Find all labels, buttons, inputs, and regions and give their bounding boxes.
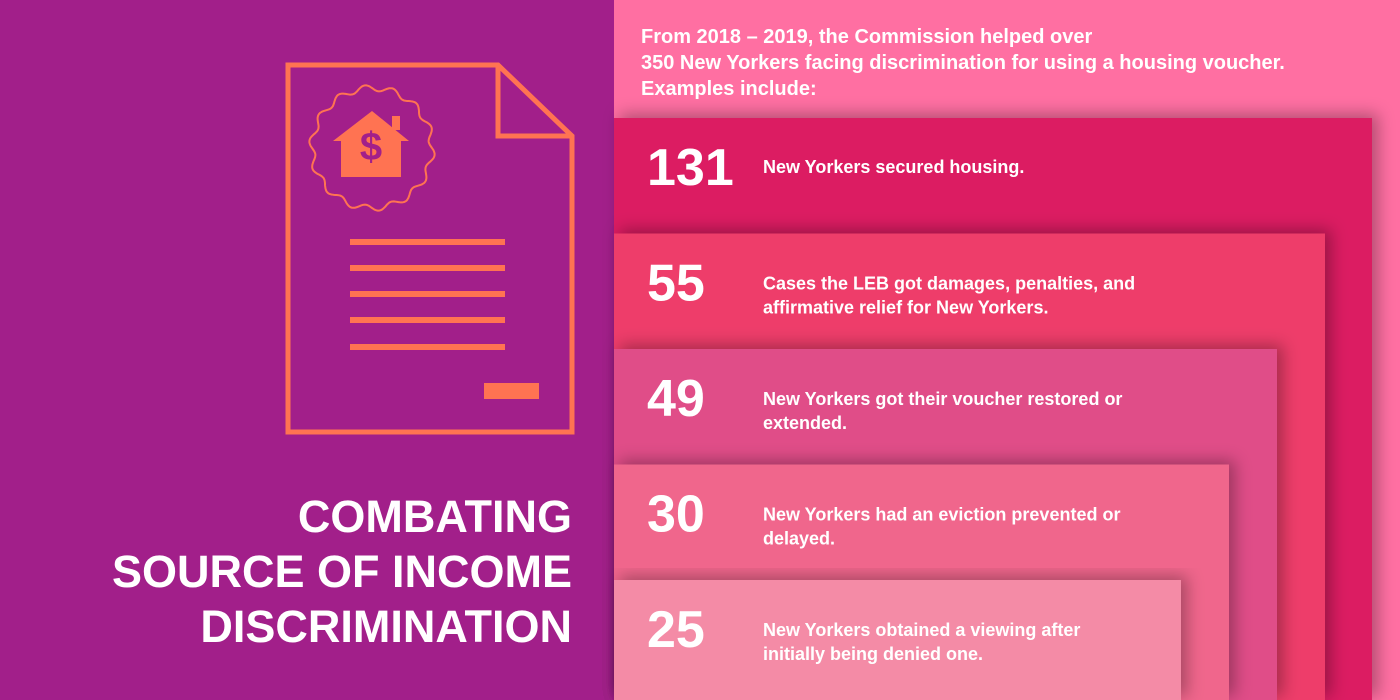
dollar-sign: $ [360, 125, 382, 169]
title-line: DISCRIMINATION [200, 601, 572, 652]
stat-text: New Yorkers obtained a viewing after [763, 620, 1080, 640]
stat-text: initially being denied one. [763, 644, 983, 664]
stat-text: affirmative relief for New Yorkers. [763, 298, 1048, 318]
house-icon [333, 111, 409, 177]
stat-text: Cases the LEB got damages, penalties, an… [763, 274, 1135, 294]
stat-text: New Yorkers had an eviction prevented or [763, 505, 1120, 525]
intro-line: 350 New Yorkers facing discrimination fo… [641, 52, 1285, 74]
doc-stamp [484, 383, 539, 399]
stat-number: 55 [647, 255, 705, 313]
title-line: SOURCE OF INCOME [112, 546, 572, 597]
intro-line: From 2018 – 2019, the Commission helped … [641, 26, 1092, 48]
stat-text: New Yorkers got their voucher restored o… [763, 389, 1122, 409]
cards: 131 New Yorkers secured housing. 55 Cases t… [614, 118, 1372, 700]
left-panel [0, 0, 614, 700]
intro-line: Examples include: [641, 78, 817, 100]
document-icon [285, 62, 575, 435]
stat-card [614, 580, 1181, 700]
stat-number: 131 [647, 139, 734, 197]
intro: From 2018 – 2019, the Commission helped … [641, 26, 1285, 100]
stat-text: extended. [763, 413, 847, 433]
stat-number: 49 [647, 370, 705, 428]
stat-text: delayed. [763, 529, 835, 549]
stat-number: 30 [647, 486, 705, 544]
stat-number: 25 [647, 601, 705, 659]
title-line: COMBATING [298, 491, 572, 542]
stat-text: New Yorkers secured housing. [763, 157, 1024, 177]
